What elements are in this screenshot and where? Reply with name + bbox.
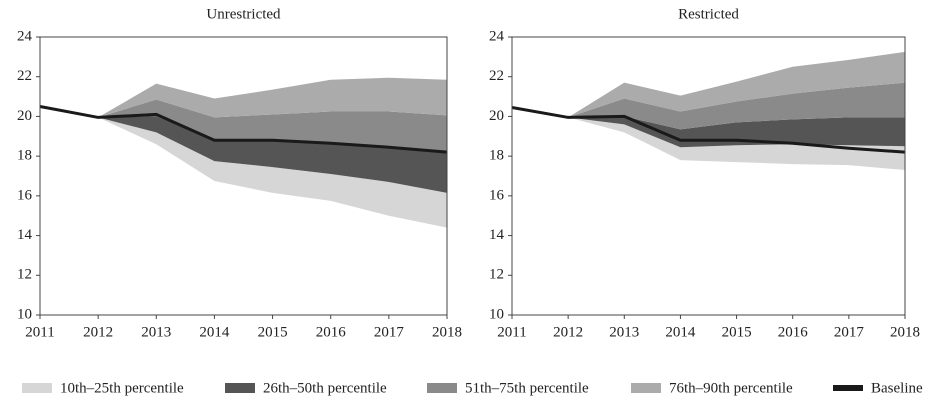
x-tick-label: 2013	[609, 324, 639, 340]
x-tick-label: 2012	[553, 324, 583, 340]
y-tick-label: 12	[17, 267, 32, 283]
y-tick-label: 20	[489, 108, 504, 124]
y-tick-label: 24	[489, 28, 505, 44]
legend-label: Baseline	[871, 380, 923, 396]
chart-title: Unrestricted	[206, 6, 281, 22]
y-tick-label: 20	[17, 108, 32, 124]
y-tick-label: 16	[17, 187, 33, 203]
x-tick-label: 2016	[778, 324, 809, 340]
baseline-line	[511, 106, 906, 154]
x-tick-label: 2014	[199, 324, 230, 340]
percentile-band	[98, 77, 448, 118]
percentile-band	[568, 51, 905, 118]
baseline-line	[39, 105, 448, 154]
legend-swatch	[427, 383, 457, 393]
y-tick-label: 16	[489, 187, 505, 203]
y-tick-label: 24	[17, 28, 33, 44]
x-tick-label: 2018	[890, 324, 920, 340]
y-tick-label: 10	[17, 306, 32, 322]
legend-label: 10th–25th percentile	[60, 380, 184, 396]
legend-swatch	[22, 383, 52, 393]
percentile-band	[98, 99, 448, 153]
y-tick-label: 22	[17, 68, 32, 84]
x-tick-label: 2015	[258, 324, 288, 340]
y-tick-label: 10	[489, 306, 504, 322]
x-tick-label: 2017	[834, 324, 865, 340]
plot-frame	[511, 36, 906, 316]
y-tick-label: 22	[489, 68, 504, 84]
percentile-band	[568, 82, 905, 130]
x-tick-label: 2011	[25, 324, 54, 340]
y-tick-label: 14	[489, 227, 505, 243]
x-tick-label: 2015	[722, 324, 752, 340]
x-tick-label: 2016	[316, 324, 347, 340]
x-tick-label: 2013	[141, 324, 171, 340]
percentile-band	[98, 116, 448, 193]
legend-label: 26th–50th percentile	[263, 380, 387, 396]
legend-swatch	[631, 383, 661, 393]
legend-swatch	[225, 383, 255, 393]
x-tick-label: 2017	[374, 324, 405, 340]
y-tick-label: 18	[489, 148, 504, 164]
plot-frame	[39, 36, 448, 316]
percentile-band	[568, 116, 905, 148]
x-tick-label: 2014	[665, 324, 696, 340]
y-tick-label: 14	[17, 227, 33, 243]
percentile-band	[568, 117, 905, 171]
x-tick-label: 2018	[432, 324, 462, 340]
percentile-band	[98, 117, 448, 228]
x-tick-label: 2011	[497, 324, 526, 340]
y-tick-label: 12	[489, 267, 504, 283]
legend-label: 51th–75th percentile	[465, 380, 589, 396]
y-tick-label: 18	[17, 148, 32, 164]
legend-label: 76th–90th percentile	[669, 380, 793, 396]
chart-title: Restricted	[678, 6, 739, 22]
x-tick-label: 2012	[83, 324, 113, 340]
legend-swatch	[833, 385, 863, 391]
